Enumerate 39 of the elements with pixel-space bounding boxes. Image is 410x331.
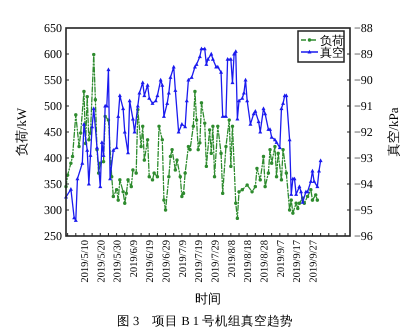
x-tick-label: 2019/8/28 <box>259 240 270 283</box>
x-tick-label: 2019/7/19 <box>194 240 206 283</box>
legend-label: 真空 <box>320 46 344 60</box>
x-tick-label: 2019/5/30 <box>112 240 124 283</box>
y-tick-label: 500 <box>44 99 62 113</box>
y2-tick-label: −94 <box>354 177 373 191</box>
x-tick-label: 2019/9/7 <box>276 240 287 278</box>
y2-tick-label: −96 <box>354 229 373 243</box>
x-tick-label: 2019/6/9 <box>128 240 140 278</box>
y-tick-label: 600 <box>44 47 62 61</box>
legend-label: 负荷 <box>320 34 344 48</box>
y-tick-label: 300 <box>44 203 62 217</box>
x-tick-label: 2019/9/17 <box>292 240 304 283</box>
y2-tick-label: −92 <box>354 125 373 139</box>
x-tick-label: 2019/8/18 <box>243 240 254 283</box>
x-tick-label: 2019/9/27 <box>308 240 320 283</box>
y-tick-label: 550 <box>44 73 62 87</box>
x-tick-label: 2019/5/20 <box>96 240 108 283</box>
x-tick-label: 2019/8/8 <box>226 240 238 278</box>
y2-tick-label: −91 <box>354 99 373 113</box>
x-tick-label: 2019/7/9 <box>178 240 189 278</box>
y2-tick-label: −95 <box>354 203 373 217</box>
x-tick-label: 2019/6/29 <box>162 240 173 283</box>
x-tick-label: 2019/6/19 <box>145 240 156 283</box>
x-axis-title: 时间 <box>195 291 221 306</box>
y2-tick-label: −93 <box>354 151 373 165</box>
x-tick-label: 2019/7/29 <box>210 240 222 283</box>
y-tick-label: 650 <box>44 21 62 35</box>
y-tick-label: 400 <box>44 151 62 165</box>
y2-tick-label: −90 <box>354 73 373 87</box>
y-axis-title: 负荷/kW <box>14 107 29 156</box>
y-tick-label: 250 <box>44 229 62 243</box>
x-tick-label: 2019/5/10 <box>80 240 91 283</box>
y2-axis-title: 真空/kPa <box>386 107 401 157</box>
y-tick-label: 450 <box>44 125 62 139</box>
y-tick-label: 350 <box>44 177 62 191</box>
text: 图 3 项目 B 1 号机组真空趋势 <box>116 314 294 328</box>
y2-tick-label: −88 <box>354 21 373 35</box>
y2-tick-label: −89 <box>354 47 373 61</box>
